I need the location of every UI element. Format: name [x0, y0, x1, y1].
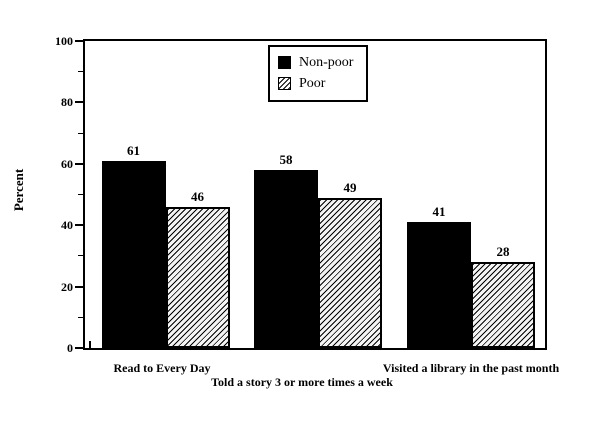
- legend-item-poor: Poor: [278, 75, 366, 92]
- bar-value-label: 49: [343, 180, 357, 195]
- y-minor-tick: [78, 316, 83, 318]
- bar-poor: [165, 207, 230, 348]
- bar-value-label: 28: [496, 244, 510, 259]
- bar-poor: [318, 198, 382, 348]
- diagonal-hatch-swatch-icon: [278, 77, 291, 90]
- bar-nonpoor: [101, 161, 166, 348]
- bar-nonpoor: [407, 222, 471, 348]
- y-tick-label: 80: [61, 95, 73, 110]
- y-major-tick: [75, 224, 83, 227]
- bar-value-label: 61: [127, 143, 140, 158]
- bar-value-label: 41: [432, 204, 446, 219]
- y-tick-label: 0: [67, 341, 73, 355]
- legend-item-nonpoor: Non-poor: [278, 54, 366, 71]
- y-minor-tick: [78, 194, 83, 195]
- legend-label-poor: Poor: [299, 75, 326, 91]
- y-minor-tick: [78, 255, 83, 257]
- y-major-tick: [75, 285, 83, 288]
- x-category-label-story: Told a story 3 or more times a week: [211, 375, 393, 389]
- y-tick-label: 40: [61, 218, 73, 233]
- x-category-label-read: Read to Every Day: [113, 361, 211, 375]
- solid-black-swatch-icon: [278, 56, 291, 69]
- bar-nonpoor: [254, 170, 318, 348]
- y-minor-tick: [78, 71, 83, 73]
- y-tick-label: 20: [61, 279, 73, 294]
- y-tick-label: 60: [61, 156, 73, 171]
- y-tick-label: 100: [55, 34, 73, 48]
- bar-value-label: 58: [279, 152, 293, 167]
- x-category-label-library: Visited a library in the past month: [382, 361, 560, 375]
- y-major-tick: [75, 162, 83, 165]
- y-minor-tick: [78, 132, 83, 134]
- y-major-tick: [75, 347, 83, 349]
- bar-poor: [471, 262, 535, 348]
- y-major-tick: [75, 101, 83, 104]
- y-major-tick: [75, 40, 83, 42]
- legend: Non-poor Poor: [268, 45, 368, 102]
- x-axis-tick: [89, 341, 91, 349]
- y-axis-title: Percent: [11, 168, 26, 212]
- bar-value-label: 46: [191, 189, 204, 204]
- legend-label-nonpoor: Non-poor: [299, 54, 354, 70]
